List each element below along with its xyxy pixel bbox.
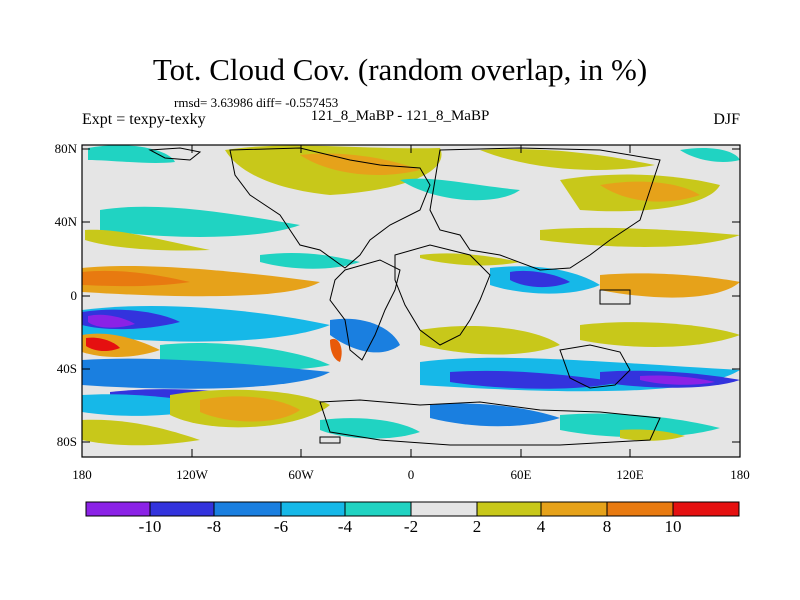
lat-label-80n: 80N <box>54 141 77 156</box>
lat-label-0: 0 <box>70 288 78 303</box>
coastlines <box>148 147 661 446</box>
colorbar-swatch-3 <box>214 502 281 516</box>
colorbar-swatch-6 <box>411 502 477 516</box>
colorbar-label: -2 <box>403 517 419 536</box>
colorbar <box>85 501 740 517</box>
experiment-label: Expt = texpy-texky <box>82 111 206 128</box>
axis-ticks <box>82 145 740 457</box>
colorbar-label: 8 <box>602 517 612 536</box>
colorbar-label: -6 <box>273 517 289 536</box>
season-label: DJF <box>713 111 740 128</box>
lat-label-40n: 40N <box>54 214 77 229</box>
colorbar-swatch-1 <box>86 502 150 516</box>
lon-label-120e: 120E <box>616 467 644 482</box>
colorbar-label: 2 <box>472 517 482 536</box>
lon-label-120w: 120W <box>176 467 208 482</box>
lon-label-60w: 60W <box>288 467 314 482</box>
colorbar-label: 4 <box>536 517 546 536</box>
colorbar-swatch-7 <box>477 502 541 516</box>
colorbar-swatch-2 <box>150 502 214 516</box>
colorbar-swatch-8 <box>541 502 607 516</box>
colorbar-label: -4 <box>337 517 353 536</box>
lon-label-0: 0 <box>407 467 415 482</box>
lon-label-180w: 180 <box>72 467 92 482</box>
colorbar-swatch-9 <box>607 502 673 516</box>
lon-label-60e: 60E <box>510 467 532 482</box>
stats-label: rmsd= 3.63986 diff= -0.557453 <box>174 95 339 110</box>
lon-label-180e: 180 <box>730 467 750 482</box>
colorbar-swatch-5 <box>345 502 411 516</box>
colorbar-label: -10 <box>138 517 162 536</box>
lat-label-40s: 40S <box>56 361 77 376</box>
lat-label-80s: 80S <box>56 434 77 449</box>
colorbar-swatch-4 <box>281 502 345 516</box>
center-label: 121_8_MaBP - 121_8_MaBP <box>310 108 490 124</box>
contour-fills <box>82 145 740 446</box>
plot-title: Tot. Cloud Cov. (random overlap, in %) <box>152 52 648 87</box>
colorbar-label: 10 <box>664 517 682 536</box>
colorbar-swatch-10 <box>673 502 739 516</box>
colorbar-label: -8 <box>206 517 222 536</box>
